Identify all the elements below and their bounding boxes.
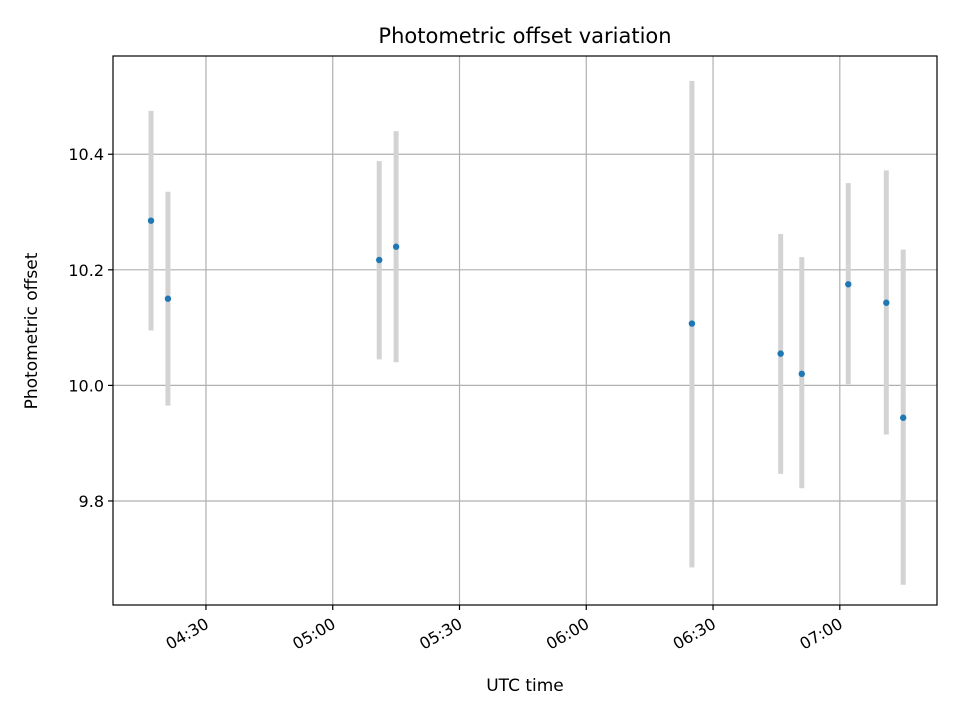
- data-point: [164, 295, 172, 302]
- y-tick-label: 10.0: [68, 376, 104, 395]
- data-point: [688, 320, 696, 327]
- data-point: [798, 370, 805, 378]
- x-axis-label: UTC time: [486, 676, 564, 696]
- data-point: [147, 217, 155, 224]
- data-point: [899, 414, 907, 421]
- y-tick-label: 10.4: [68, 145, 104, 164]
- y-axis-ticks: 9.8 10.0 10.2 10.4: [68, 145, 113, 511]
- data-point: [376, 256, 383, 264]
- y-tick-label: 10.2: [68, 261, 104, 280]
- y-tick-label: 9.8: [79, 492, 104, 511]
- data-point: [777, 350, 784, 357]
- y-axis-label: Photometric offset: [22, 252, 42, 409]
- data-point: [883, 299, 890, 306]
- chart-title: Photometric offset variation: [378, 24, 671, 48]
- data-points: [147, 217, 907, 421]
- data-point: [392, 243, 400, 250]
- data-point: [845, 281, 852, 288]
- plot-frame: [112, 55, 938, 606]
